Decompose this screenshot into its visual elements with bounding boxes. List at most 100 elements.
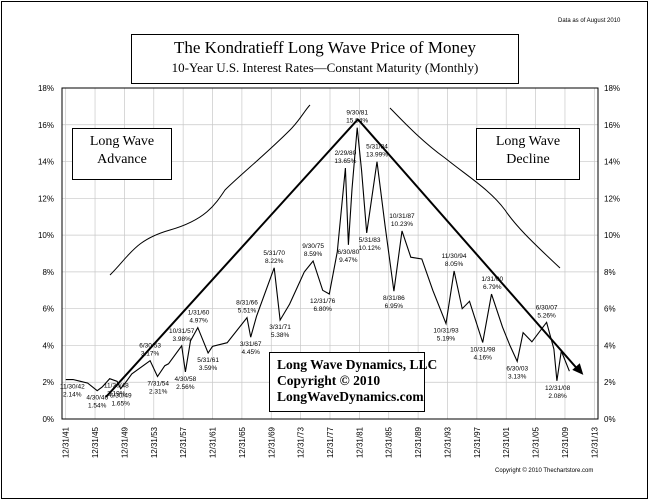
x-tick-label: 12/31/89 <box>414 426 423 458</box>
annotation-date: 3/31/67 <box>240 341 262 348</box>
annotation-date: 9/30/81 <box>346 110 368 117</box>
annotation: 7/31/542.31% <box>147 381 169 396</box>
annotation-date: 5/31/70 <box>263 250 285 257</box>
decline-callout-line2: Decline <box>506 152 550 167</box>
y-tick-label-right: 10% <box>604 231 620 240</box>
annotation-date: 11/30/48 <box>104 383 129 390</box>
x-tick-label: 12/31/97 <box>473 426 482 458</box>
annotation-date: 7/31/54 <box>147 381 169 388</box>
annotation: 10/31/573.98% <box>169 328 195 343</box>
annotation: 5/31/613.59% <box>197 357 219 372</box>
x-tick-label: 12/31/77 <box>326 426 335 458</box>
annotation-value: 13.65% <box>334 158 356 165</box>
annotation: 12/31/766.80% <box>310 298 336 313</box>
annotation-value: 4.16% <box>474 355 493 362</box>
advance-callout: Long Wave Advance <box>72 128 172 180</box>
advance-brace <box>109 104 311 276</box>
annotation-date: 5/31/83 <box>359 237 381 244</box>
advance-callout-line1: Long Wave <box>89 134 155 149</box>
x-tick-label: 12/31/69 <box>267 426 276 458</box>
annotation-date: 12/31/08 <box>545 385 571 392</box>
chart-subtitle: 10-Year U.S. Interest Rates—Constant Mat… <box>171 60 479 75</box>
annotation-value: 9.47% <box>339 257 358 264</box>
x-tick-label: 12/31/01 <box>502 426 511 458</box>
annotation: 4/30/461.54% <box>86 395 108 410</box>
annotation: 11/30/482.19% <box>104 383 129 398</box>
annotation: 12/31/082.08% <box>545 385 571 400</box>
annotation: 1/31/006.79% <box>481 276 503 291</box>
y-axis-right: 0% 2% 4% 6% 8% 10% 12% 14% 16% 18% <box>604 84 620 424</box>
annotation-value: 10.12% <box>359 245 381 252</box>
x-tick-label: 12/31/57 <box>179 426 188 458</box>
annotation-value: 2.14% <box>63 392 82 399</box>
x-tick-label: 12/31/09 <box>561 426 570 458</box>
y-tick-label-left: 2% <box>42 378 54 387</box>
annotation: 10/31/935.19% <box>433 328 459 343</box>
annotation-date: 6/30/49 <box>110 393 132 400</box>
annotation-value: 3.13% <box>508 373 527 380</box>
annotation: 6/30/533.17% <box>139 343 161 358</box>
plot-border <box>61 87 599 420</box>
annotation-date: 2/29/80 <box>335 150 357 157</box>
annotation-date: 10/31/93 <box>433 328 459 335</box>
y-tick-label-right: 18% <box>604 84 620 93</box>
x-tick-label: 12/31/49 <box>120 426 129 458</box>
y-axis-left: 0% 2% 4% 6% 8% 10% 12% 14% 16% 18% <box>38 84 54 424</box>
y-tick-label-left: 12% <box>38 194 54 203</box>
copyright-note: Copyright © 2010 Thechartstore.com <box>495 467 593 474</box>
annotation-value: 13.99% <box>366 152 388 159</box>
annotation-value: 5.51% <box>238 308 257 315</box>
y-tick-label-left: 8% <box>42 268 54 277</box>
annotation: 1/31/604.97% <box>188 310 210 325</box>
y-tick-label-right: 6% <box>604 305 616 314</box>
annotation: 5/31/708.22% <box>263 250 285 265</box>
annotation: 9/30/758.59% <box>302 243 324 258</box>
annotation-value: 1.54% <box>88 403 107 410</box>
y-tick-label-right: 14% <box>604 158 620 167</box>
annotation-date: 10/31/57 <box>169 328 195 335</box>
annotation-date: 1/31/00 <box>481 276 503 283</box>
annotation-date: 6/30/03 <box>506 365 528 372</box>
credits-copyright: Copyright © 2010 <box>277 373 381 388</box>
annotation-value: 2.08% <box>548 393 567 400</box>
annotation-value: 8.59% <box>304 251 323 258</box>
decline-brace <box>389 107 561 269</box>
x-axis: 12/31/41 12/31/45 12/31/49 12/31/53 12/31/57… <box>62 426 600 458</box>
y-tick-label-left: 16% <box>38 121 54 130</box>
x-tick-label: 12/31/81 <box>355 426 364 458</box>
annotation: 6/30/075.26% <box>536 304 558 319</box>
annotation-value: 1.65% <box>112 401 131 408</box>
annotation-value: 6.80% <box>313 306 332 313</box>
y-tick-label-right: 12% <box>604 194 620 203</box>
annotation-value: 2.19% <box>107 391 126 398</box>
series-line <box>65 127 570 392</box>
decline-callout: Long Wave Decline <box>476 128 580 180</box>
annotation-value: 15.84% <box>346 118 368 125</box>
y-tick-label-left: 18% <box>38 84 54 93</box>
data-note: Data as of August 2010 <box>558 18 621 24</box>
annotation-date: 4/30/58 <box>175 376 197 383</box>
annotation: 8/31/665.51% <box>236 300 258 315</box>
annotation-value: 5.19% <box>437 336 456 343</box>
x-tick-label: 12/31/61 <box>209 426 218 458</box>
y-tick-label-left: 14% <box>38 158 54 167</box>
y-tick-label-left: 10% <box>38 231 54 240</box>
credits-box: Long Wave Dynamics, LLC Copyright © 2010… <box>269 352 437 412</box>
annotation-date: 6/30/53 <box>139 343 161 350</box>
annotation: 11/30/948.05% <box>442 253 467 268</box>
y-tick-label-right: 8% <box>604 268 616 277</box>
annotation-date: 11/30/42 <box>60 384 85 391</box>
annotation-date: 10/31/87 <box>389 213 415 220</box>
annotation: 11/30/422.14% <box>60 384 85 399</box>
annotation-value: 5.26% <box>537 312 556 319</box>
x-tick-label: 12/31/41 <box>62 426 71 458</box>
annotation-value: 2.31% <box>149 389 168 396</box>
annotation-date: 3/31/71 <box>269 324 291 331</box>
annotation-value: 8.22% <box>265 258 284 265</box>
annotation: 8/31/866.95% <box>383 295 405 310</box>
annotation-value: 4.45% <box>241 349 260 356</box>
